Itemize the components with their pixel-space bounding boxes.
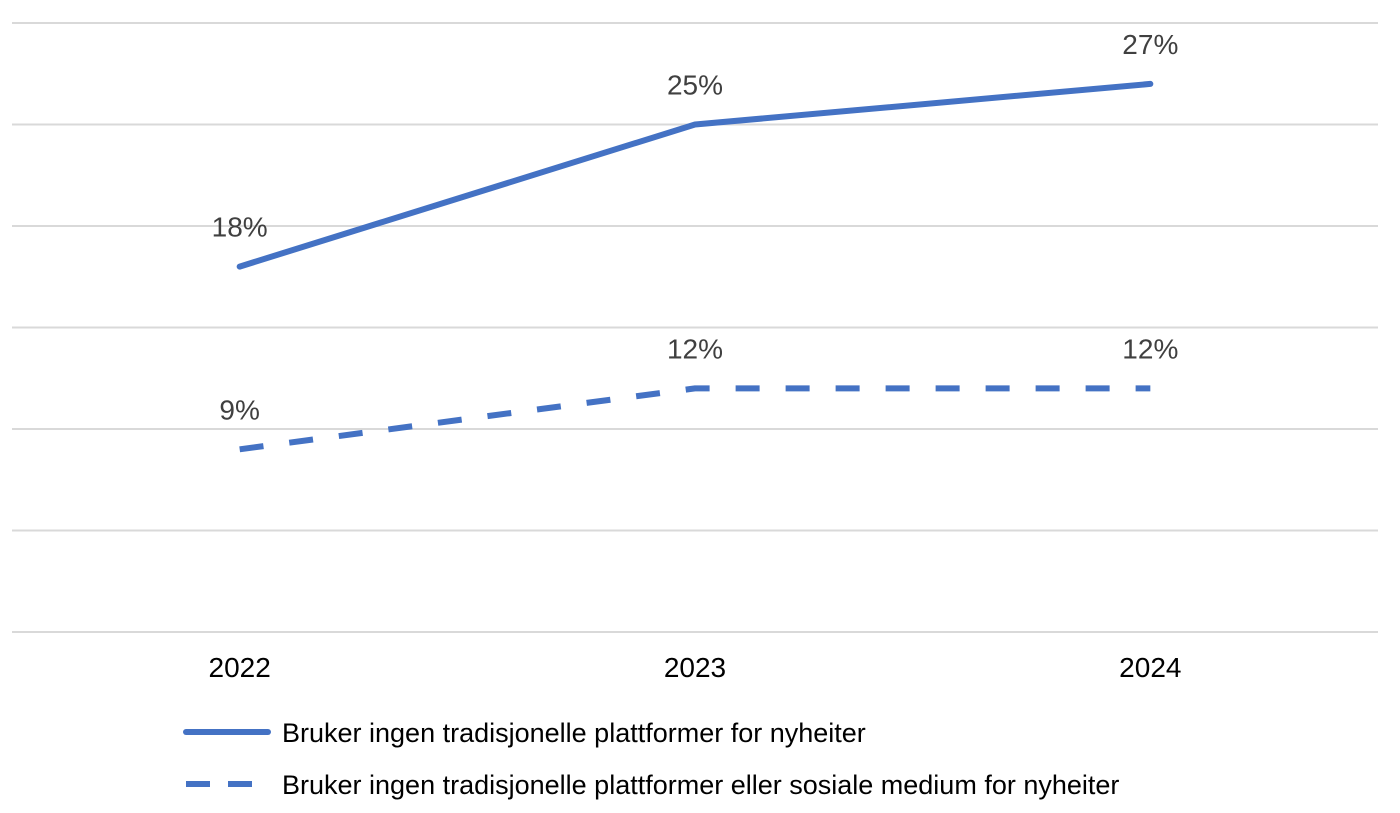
series-lines xyxy=(236,80,1154,453)
data-label: 12% xyxy=(1122,333,1178,364)
data-label: 27% xyxy=(1122,29,1178,60)
x-tick-label: 2023 xyxy=(664,652,726,683)
series-line-1 xyxy=(236,80,1154,270)
data-label: 9% xyxy=(219,394,259,425)
data-labels: 18% 25% 27% 9% 12% 12% xyxy=(212,29,1179,425)
gridlines xyxy=(12,22,1378,633)
x-tick-label: 2022 xyxy=(209,652,271,683)
x-axis-ticks: 2022 2023 2024 xyxy=(209,652,1182,683)
legend-label-1: Bruker ingen tradisjonelle plattformer f… xyxy=(282,718,866,748)
legend: Bruker ingen tradisjonelle plattformer f… xyxy=(183,718,1119,800)
series-line-2 xyxy=(239,385,1151,453)
legend-label-2: Bruker ingen tradisjonelle plattformer e… xyxy=(282,770,1119,800)
data-label: 12% xyxy=(667,333,723,364)
data-label: 18% xyxy=(212,212,268,243)
x-tick-label: 2024 xyxy=(1119,652,1181,683)
data-label: 25% xyxy=(667,70,723,101)
